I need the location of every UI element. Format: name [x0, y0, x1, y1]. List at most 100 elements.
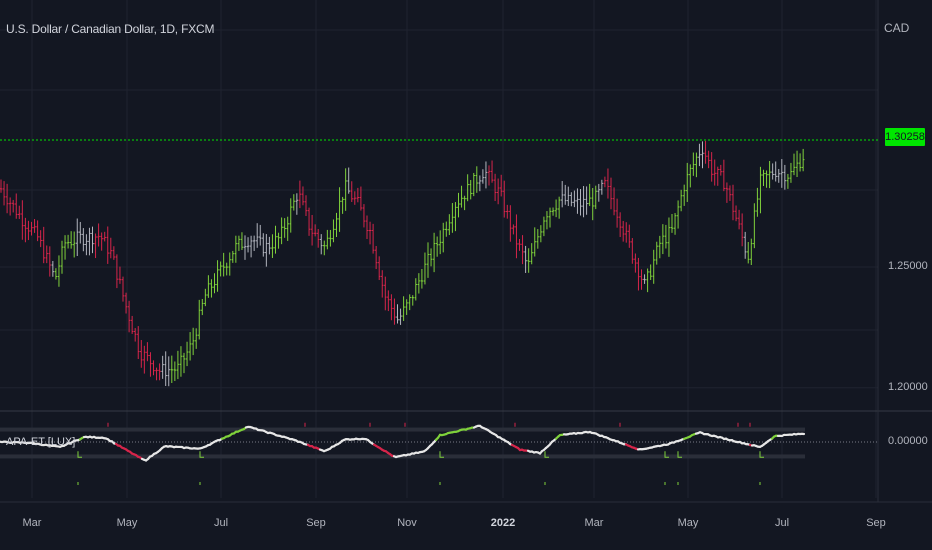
ohlc-bar: [249, 235, 253, 258]
ohlc-bar: [100, 232, 103, 251]
ohlc-bar: [701, 141, 704, 169]
ohlc-bar: [698, 143, 701, 167]
ohlc-bar: [176, 350, 180, 380]
ohlc-bar: [326, 229, 329, 250]
ohlc-bar: [164, 351, 167, 387]
ohlc-bar: [792, 153, 796, 176]
ohlc-bar: [487, 165, 491, 186]
ohlc-bar: [319, 234, 323, 255]
ohlc-bar: [72, 231, 76, 258]
ohlc-bar: [207, 275, 210, 298]
ohlc-bar: [304, 195, 308, 217]
osc-y-tick-label: 0.00000: [888, 435, 928, 447]
ohlc-bar: [661, 224, 665, 255]
ohlc-bar: [365, 215, 369, 239]
ohlc-bar: [570, 192, 573, 207]
ohlc-bar: [801, 148, 805, 172]
price-bars: [0, 140, 805, 387]
ohlc-bar: [530, 243, 533, 265]
ohlc-bar: [469, 179, 472, 200]
ohlc-bar: [725, 182, 729, 203]
ohlc-bar: [384, 276, 387, 311]
ohlc-bar: [432, 232, 436, 273]
ohlc-bar: [155, 367, 158, 381]
ohlc-bar: [493, 173, 497, 202]
ohlc-bar: [63, 235, 67, 260]
ohlc-bar: [716, 166, 720, 186]
ohlc-bar: [795, 150, 799, 178]
ohlc-bar: [231, 250, 235, 263]
ohlc-bar: [612, 187, 616, 216]
ohlc-bar: [539, 225, 543, 243]
ohlc-bar: [640, 269, 643, 290]
ohlc-bar: [624, 222, 628, 243]
ohlc-bar: [527, 248, 530, 273]
ohlc-bar: [283, 218, 286, 238]
ohlc-bar: [197, 299, 201, 340]
ohlc-bar: [445, 221, 448, 237]
x-tick-label: Sep: [866, 517, 886, 529]
ohlc-bar: [685, 162, 689, 202]
ohlc-bar: [323, 240, 326, 256]
ohlc-bar: [521, 235, 524, 265]
ohlc-bar: [502, 180, 506, 218]
ohlc-bar: [689, 164, 692, 188]
bull-signal: [439, 451, 444, 458]
ohlc-bar: [210, 279, 213, 298]
ohlc-bar: [588, 183, 591, 207]
ohlc-bar: [518, 238, 521, 251]
ohlc-bar: [603, 176, 607, 188]
ohlc-bar: [429, 248, 433, 267]
ohlc-bar: [417, 273, 421, 294]
ohlc-bar: [265, 234, 268, 267]
ohlc-bar: [408, 294, 411, 311]
ohlc-bar: [21, 200, 24, 240]
ohlc-bar: [344, 168, 347, 211]
ohlc-bar: [774, 161, 777, 182]
ohlc-bar: [182, 352, 186, 374]
ohlc-bar: [295, 193, 299, 215]
x-tick-label: May: [677, 517, 699, 529]
ohlc-bar: [246, 237, 250, 253]
ohlc-bar: [268, 236, 271, 255]
ohlc-bar: [5, 183, 9, 214]
ohlc-bar: [60, 240, 64, 274]
ohlc-bar: [634, 253, 637, 273]
ohlc-bar: [499, 174, 503, 197]
ohlc-bar: [509, 205, 512, 242]
ohlc-bar: [24, 217, 27, 243]
ohlc-bar: [332, 219, 335, 243]
ohlc-bar: [658, 235, 662, 259]
ohlc-bar: [368, 221, 372, 245]
chart-title: U.S. Dollar / Canadian Dollar, 1D, FXCM: [6, 22, 215, 36]
ohlc-bar: [490, 160, 494, 183]
ohlc-bar: [676, 200, 680, 229]
ohlc-bar: [411, 295, 415, 306]
ohlc-bar: [88, 227, 91, 256]
ohlc-bar: [567, 186, 570, 207]
ohlc-bar: [496, 178, 500, 205]
ohlc-bar: [615, 198, 619, 228]
ohlc-bar: [54, 268, 58, 280]
indicator-label[interactable]: APA-ET [LUX]: [6, 436, 76, 448]
x-tick-label: Nov: [397, 517, 417, 529]
ohlc-bar: [737, 209, 741, 230]
ohlc-bar: [11, 199, 15, 213]
ohlc-bar: [542, 216, 546, 237]
ohlc-bar: [359, 186, 363, 211]
currency-label: CAD: [884, 21, 910, 35]
ohlc-bar: [42, 226, 45, 264]
ohlc-bar: [121, 276, 125, 302]
ohlc-bar: [347, 167, 350, 194]
ohlc-bar: [643, 274, 646, 284]
ohlc-bar: [743, 231, 747, 259]
ohlc-bar: [594, 185, 598, 210]
ohlc-bar: [201, 299, 204, 316]
last-price-tag: 1.30258: [885, 128, 925, 146]
ohlc-bar: [51, 260, 55, 277]
ohlc-bar: [286, 216, 289, 241]
ohlc-bar: [780, 159, 784, 188]
ohlc-bar: [140, 340, 143, 368]
x-tick-label: Mar: [584, 517, 604, 529]
